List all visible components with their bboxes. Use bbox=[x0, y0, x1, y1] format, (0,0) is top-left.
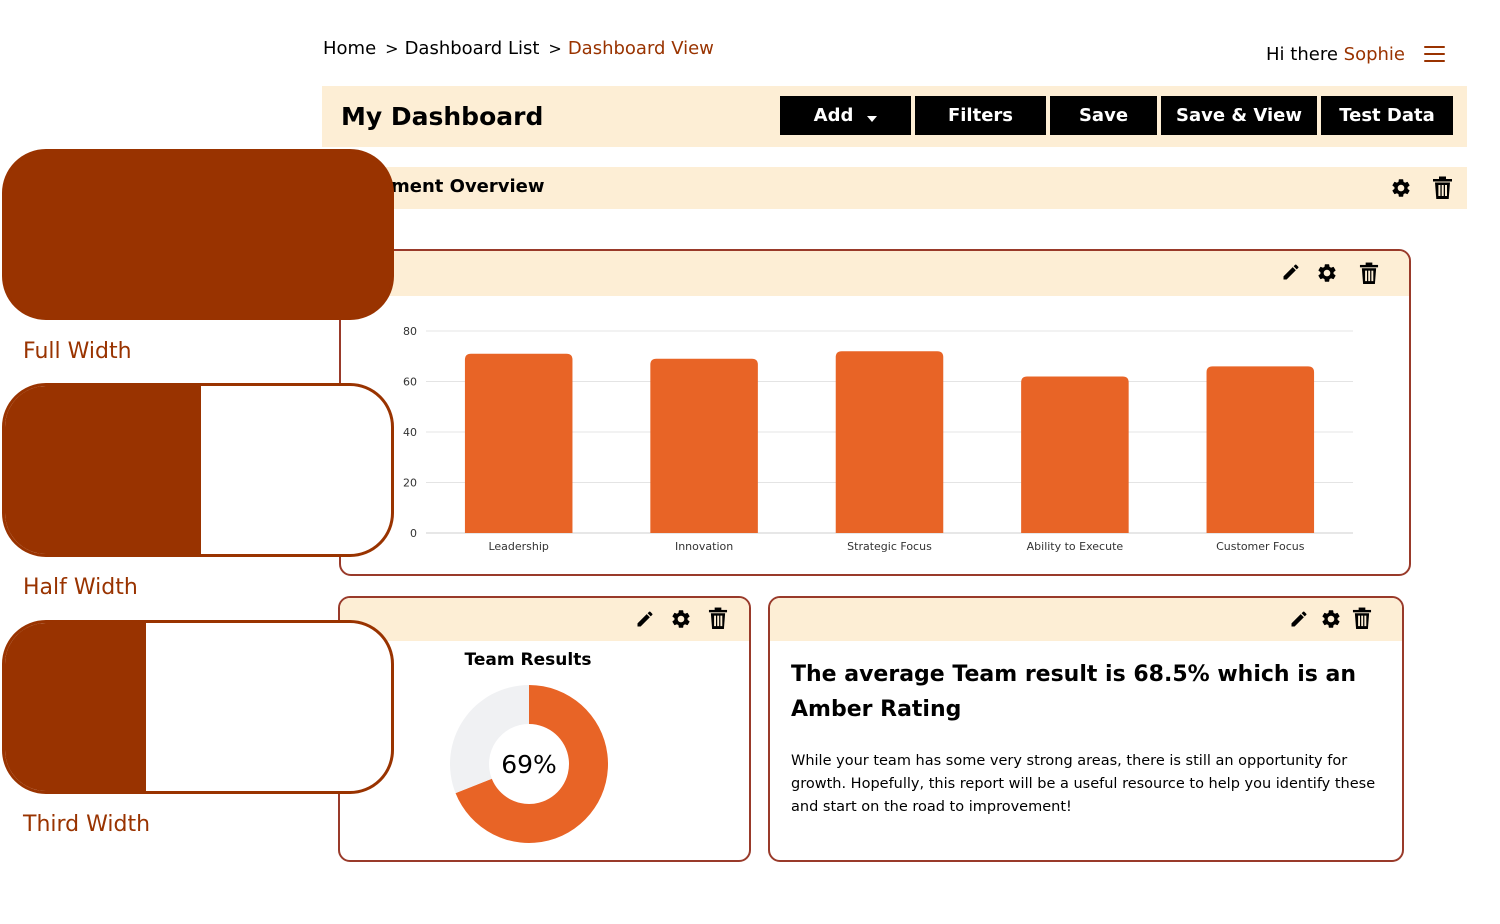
add-button-label: Add bbox=[813, 105, 854, 126]
y-tick-label: 0 bbox=[410, 527, 417, 540]
donut-pencil-icon[interactable] bbox=[635, 609, 655, 629]
breadcrumb-dashboard-list[interactable]: Dashboard List bbox=[404, 38, 540, 59]
save-button[interactable]: Save bbox=[1050, 96, 1157, 135]
donut-chart: 69% bbox=[450, 685, 608, 843]
donut-slice bbox=[450, 685, 529, 794]
section-header: Assessment Overview bbox=[322, 167, 1467, 209]
x-tick-label: Strategic Focus bbox=[847, 540, 932, 553]
x-tick-label: Leadership bbox=[488, 540, 548, 553]
full-width-option[interactable] bbox=[2, 149, 394, 320]
y-tick-label: 40 bbox=[403, 426, 417, 439]
section-trash-icon[interactable] bbox=[1432, 176, 1453, 200]
breadcrumb-separator: > bbox=[548, 39, 562, 58]
chart-trash-icon[interactable] bbox=[1359, 262, 1379, 285]
x-tick-label: Innovation bbox=[675, 540, 733, 553]
breadcrumb-separator: > bbox=[385, 39, 399, 58]
third-width-label: Third Width bbox=[23, 812, 151, 837]
dashboard-toolbar: My Dashboard Add Filters Save Save & Vie… bbox=[322, 86, 1467, 147]
half-width-fill bbox=[5, 386, 201, 554]
hamburger-menu-icon[interactable] bbox=[1424, 46, 1445, 62]
y-tick-label: 20 bbox=[403, 477, 417, 490]
bar-chart-widget: 0 20 40 60 80 Leadership Innovation Strategic F… bbox=[339, 249, 1411, 576]
breadcrumb: Home > Dashboard List > Dashboard View bbox=[323, 38, 714, 59]
user-greeting: Hi there Sophie bbox=[1266, 44, 1405, 65]
donut-trash-icon[interactable] bbox=[708, 607, 728, 630]
filters-button[interactable]: Filters bbox=[915, 96, 1046, 135]
section-gear-icon[interactable] bbox=[1390, 177, 1412, 199]
donut-chart-title: Team Results bbox=[464, 650, 592, 670]
save-and-view-button[interactable]: Save & View bbox=[1161, 96, 1317, 135]
x-tick-label: Customer Focus bbox=[1216, 540, 1305, 553]
bar bbox=[464, 353, 573, 533]
bar-chart: 0 20 40 60 80 Leadership Innovation Strategic F… bbox=[403, 325, 1353, 553]
full-width-label: Full Width bbox=[23, 339, 132, 364]
breadcrumb-home[interactable]: Home bbox=[323, 38, 377, 59]
test-data-button[interactable]: Test Data bbox=[1321, 96, 1453, 135]
chart-pencil-icon[interactable] bbox=[1281, 262, 1301, 282]
bar bbox=[650, 358, 758, 533]
donut-center-label: 69% bbox=[501, 750, 557, 779]
text-widget-heading: The average Team result is 68.5% which i… bbox=[791, 662, 1357, 722]
text-widget-body: While your team has some very strong are… bbox=[791, 753, 1376, 815]
x-tick-label: Ability to Execute bbox=[1027, 540, 1124, 553]
y-tick-label: 80 bbox=[403, 325, 417, 338]
half-width-label: Half Width bbox=[23, 575, 138, 600]
bar bbox=[1021, 376, 1129, 533]
third-width-fill bbox=[5, 623, 146, 791]
page-title: My Dashboard bbox=[341, 102, 544, 131]
text-widget bbox=[768, 596, 1404, 862]
third-width-option[interactable] bbox=[2, 620, 394, 794]
add-button[interactable]: Add bbox=[780, 96, 911, 135]
widget-header bbox=[341, 251, 1409, 296]
user-name: Sophie bbox=[1343, 44, 1405, 65]
half-width-option[interactable] bbox=[2, 383, 394, 557]
bar bbox=[1206, 366, 1315, 533]
text-pencil-icon[interactable] bbox=[1289, 609, 1309, 629]
bar bbox=[835, 351, 944, 533]
y-tick-label: 60 bbox=[403, 376, 417, 389]
text-gear-icon[interactable] bbox=[1320, 608, 1342, 630]
greeting-text: Hi there bbox=[1266, 44, 1338, 65]
donut-gear-icon[interactable] bbox=[670, 608, 692, 630]
breadcrumb-dashboard-view: Dashboard View bbox=[567, 38, 714, 59]
text-trash-icon[interactable] bbox=[1352, 607, 1372, 630]
chart-gear-icon[interactable] bbox=[1316, 262, 1338, 284]
donut-slice bbox=[455, 685, 608, 843]
caret-down-icon bbox=[867, 115, 878, 122]
